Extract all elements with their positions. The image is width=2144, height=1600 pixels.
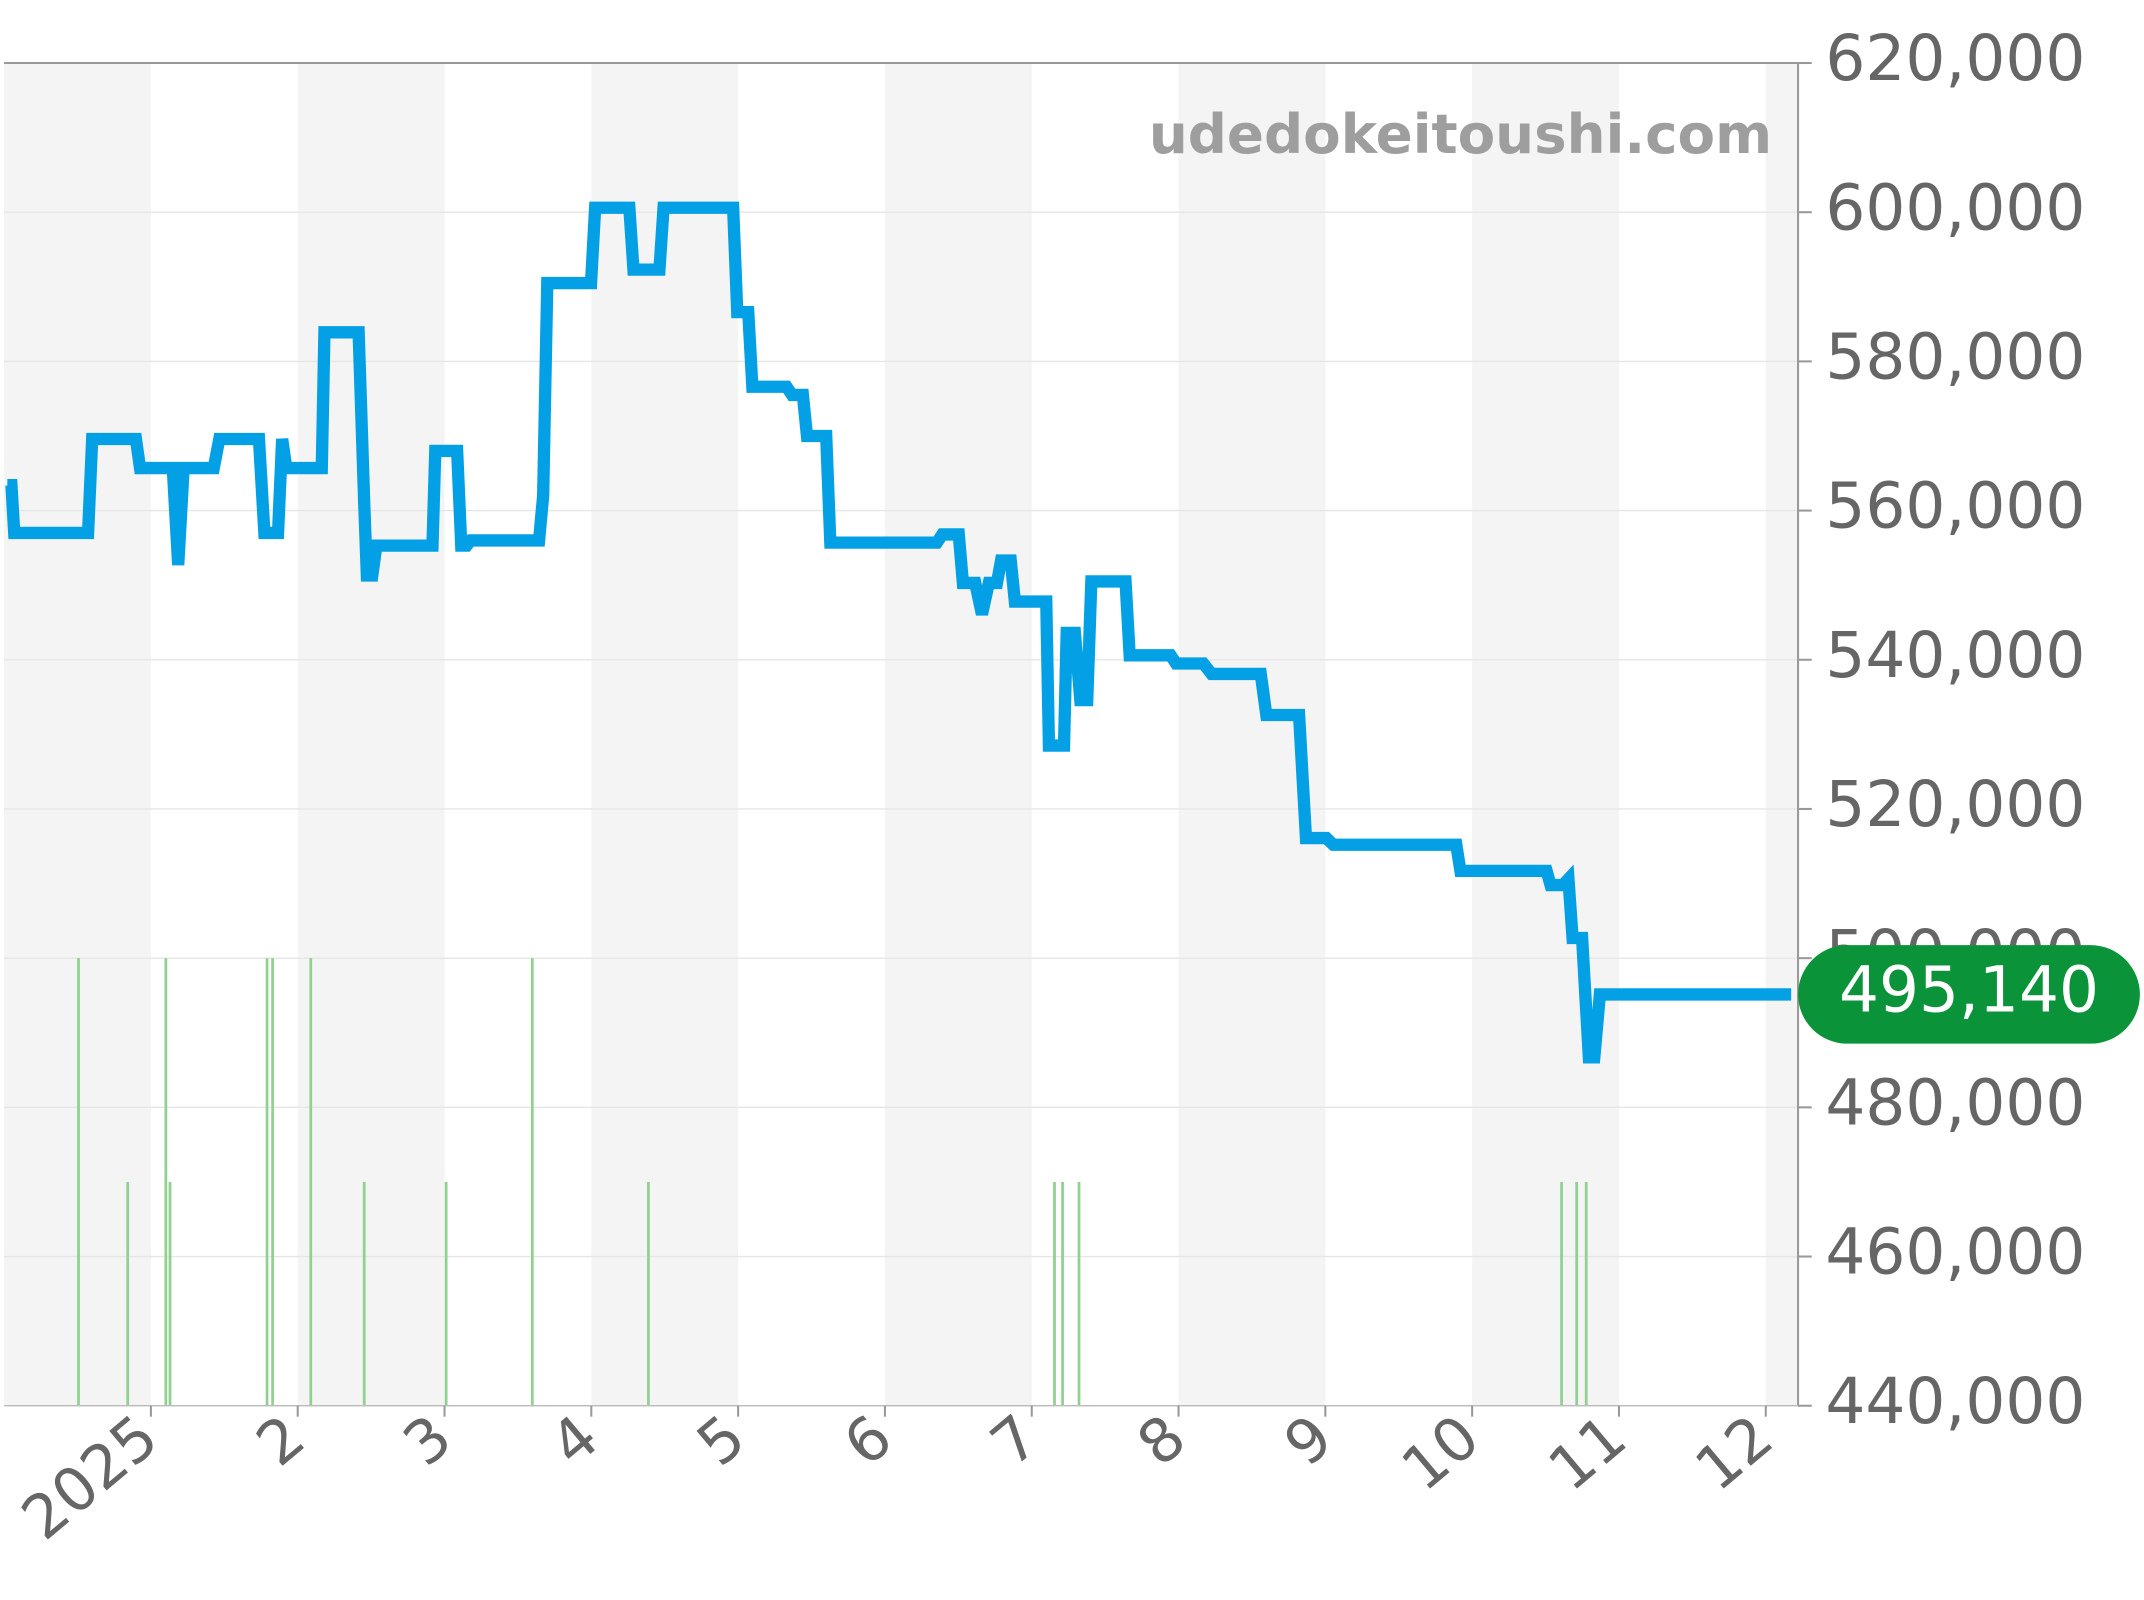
x-tick-label: 5: [684, 1402, 758, 1480]
shaded-band: [297, 63, 445, 1406]
volume-bar: [1575, 1181, 1579, 1406]
volume-bar: [77, 958, 80, 1406]
y-tick-label: 520,000: [1825, 768, 2085, 841]
y-tick-label: 540,000: [1825, 619, 2085, 692]
volume-bar: [168, 1181, 172, 1406]
shaded-band: [1472, 63, 1619, 1406]
volume-bar: [444, 1181, 448, 1406]
price-line: [5, 201, 1792, 1064]
x-tick-label: 3: [391, 1402, 465, 1480]
volume-bar: [265, 958, 269, 1406]
volume-bar: [1077, 1181, 1081, 1406]
volume-bar: [1560, 1181, 1563, 1406]
volume-bar: [164, 958, 168, 1406]
volume-bar: [530, 958, 534, 1406]
watermark: udedokeitoushi.com: [1149, 102, 1772, 166]
volume-bar: [271, 958, 274, 1406]
y-tick-label: 580,000: [1825, 320, 2085, 393]
shaded-band: [1765, 63, 1799, 1406]
x-tick-label: 9: [1272, 1402, 1346, 1480]
x-tick-label: 6: [831, 1402, 905, 1480]
last-value-badge: [1798, 945, 2140, 1044]
last-value-label: 495,140: [1839, 953, 2099, 1026]
x-tick-label: 2: [244, 1402, 318, 1480]
y-tick-label: 620,000: [1825, 22, 2085, 95]
volume-bar: [1061, 1181, 1064, 1406]
volume-bar: [1584, 1181, 1588, 1406]
x-tick-label: 11: [1536, 1402, 1640, 1505]
shaded-band: [884, 63, 1032, 1406]
volume-bar: [1053, 1181, 1056, 1406]
y-tick-label: 440,000: [1825, 1365, 2085, 1438]
x-tick-label: 8: [1125, 1402, 1199, 1480]
y-tick-label: 600,000: [1825, 171, 2085, 244]
x-tick-label: 10: [1389, 1402, 1493, 1505]
volume-bar: [647, 1181, 650, 1406]
x-tick-label: 2025: [9, 1402, 171, 1554]
volume-bar: [126, 1181, 130, 1406]
shaded-band: [591, 63, 739, 1406]
y-tick-label: 560,000: [1825, 470, 2085, 543]
x-tick-label: 4: [538, 1402, 612, 1480]
y-tick-label: 480,000: [1825, 1066, 2085, 1139]
x-tick-label: 12: [1683, 1402, 1787, 1505]
x-tick-label: 7: [978, 1402, 1052, 1480]
volume-bar: [362, 1181, 366, 1406]
volume-bar: [309, 958, 313, 1406]
y-tick-label: 460,000: [1825, 1216, 2085, 1289]
